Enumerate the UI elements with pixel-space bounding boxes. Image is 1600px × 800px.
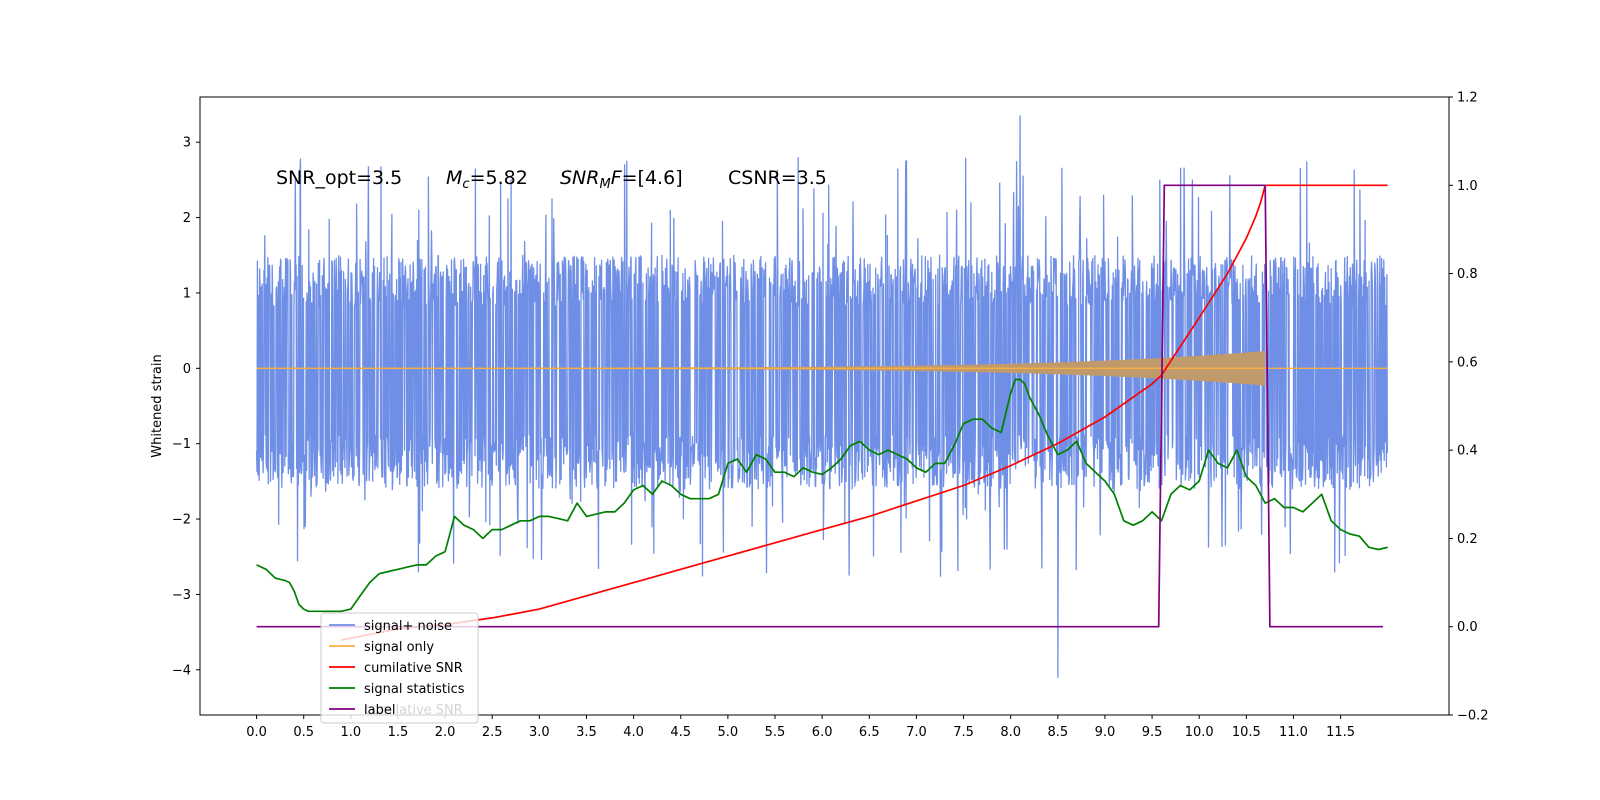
- legend-entry: label: [364, 703, 395, 718]
- legend-entry: signal+ noise: [364, 619, 452, 634]
- annotation: SNR_opt=3.5 Mc=5.82 SNRMF=[4.6] CSNR=3.5: [276, 167, 827, 192]
- legend-overlap-text: cumilative SNR: [364, 703, 463, 718]
- x-tick-label: 6.5: [859, 725, 880, 740]
- x-tick-label: 8.5: [1047, 725, 1068, 740]
- x-tick-label: 9.5: [1142, 725, 1163, 740]
- left-y-tick-label: −1: [172, 437, 191, 452]
- legend: signal+ noise signal only cumilative SNR si…: [320, 612, 479, 724]
- left-y-tick-label: 3: [183, 136, 191, 151]
- right-y-tick-label: 0.2: [1457, 532, 1478, 547]
- right-y-tick-label: −0.2: [1457, 709, 1489, 724]
- x-tick-label: 0.5: [293, 725, 314, 740]
- x-tick-label: 9.0: [1095, 725, 1116, 740]
- x-tick-label: 2.0: [435, 725, 456, 740]
- x-axis: 0.0 0.5 1.0 1.5 2.0 2.5 3.0 3.5 4.0 4.5 5.0 5.5 6.0 6…: [246, 715, 1355, 740]
- y-axis-label: Whitened strain: [150, 354, 165, 457]
- plot-area: [255, 115, 1389, 678]
- legend-entry: cumilative SNR: [364, 661, 463, 676]
- left-y-tick-label: −3: [172, 588, 191, 603]
- cumulative-snr-line: [341, 184, 1388, 641]
- x-tick-label: 10.0: [1185, 725, 1214, 740]
- x-tick-label: 1.5: [388, 725, 409, 740]
- x-tick-label: 10.5: [1232, 725, 1261, 740]
- left-y-tick-label: 1: [183, 286, 191, 301]
- x-tick-label: 4.5: [670, 725, 691, 740]
- x-tick-label: 11.0: [1279, 725, 1308, 740]
- x-tick-label: 2.5: [482, 725, 503, 740]
- x-tick-label: 5.5: [765, 725, 786, 740]
- x-tick-label: 1.0: [340, 725, 361, 740]
- signal-noise-line: [255, 115, 1389, 678]
- right-y-tick-label: 0.4: [1457, 444, 1478, 459]
- line-series: [256, 184, 1388, 641]
- right-y-tick-label: 0.6: [1457, 355, 1478, 370]
- chirp-mass-text: Mc=5.82: [446, 167, 528, 192]
- left-y-axis: 3 2 1 0 −1 −2 −3 −4: [172, 136, 200, 678]
- signal-only-series: [256, 351, 1388, 386]
- x-tick-label: 7.5: [953, 725, 974, 740]
- right-y-tick-label: 1.0: [1457, 179, 1478, 194]
- right-y-tick-label: 0.8: [1457, 267, 1478, 282]
- x-tick-label: 8.0: [1000, 725, 1021, 740]
- left-y-tick-label: 2: [183, 211, 191, 226]
- label-line: [256, 184, 1383, 628]
- legend-entry: signal only: [364, 640, 434, 655]
- csnr-text: CSNR=3.5: [728, 167, 827, 189]
- left-y-tick-label: −2: [172, 513, 191, 528]
- x-tick-label: 6.0: [812, 725, 833, 740]
- legend-entry: signal statistics: [364, 682, 465, 697]
- signal-statistics-line: [256, 378, 1388, 613]
- legend-box: [320, 612, 479, 724]
- x-tick-label: 3.5: [576, 725, 597, 740]
- right-y-tick-label: 0.0: [1457, 620, 1478, 635]
- snr-opt-text: SNR_opt=3.5: [276, 167, 402, 189]
- plot-frame: [199, 96, 1450, 716]
- x-tick-label: 5.0: [718, 725, 739, 740]
- snr-mf-text: SNRMF=[4.6]: [560, 167, 683, 192]
- left-y-tick-label: 0: [183, 362, 191, 377]
- right-y-tick-label: 1.2: [1457, 91, 1478, 106]
- x-tick-label: 0.0: [246, 725, 267, 740]
- x-tick-label: 4.0: [623, 725, 644, 740]
- x-tick-label: 3.0: [529, 725, 550, 740]
- x-tick-label: 11.5: [1326, 725, 1355, 740]
- x-tick-label: 7.0: [906, 725, 927, 740]
- right-y-axis: 1.2 1.0 0.8 0.6 0.4 0.2 0.0 −0.2: [1449, 91, 1489, 724]
- noise-series: [255, 115, 1389, 678]
- left-y-tick-label: −4: [172, 663, 191, 678]
